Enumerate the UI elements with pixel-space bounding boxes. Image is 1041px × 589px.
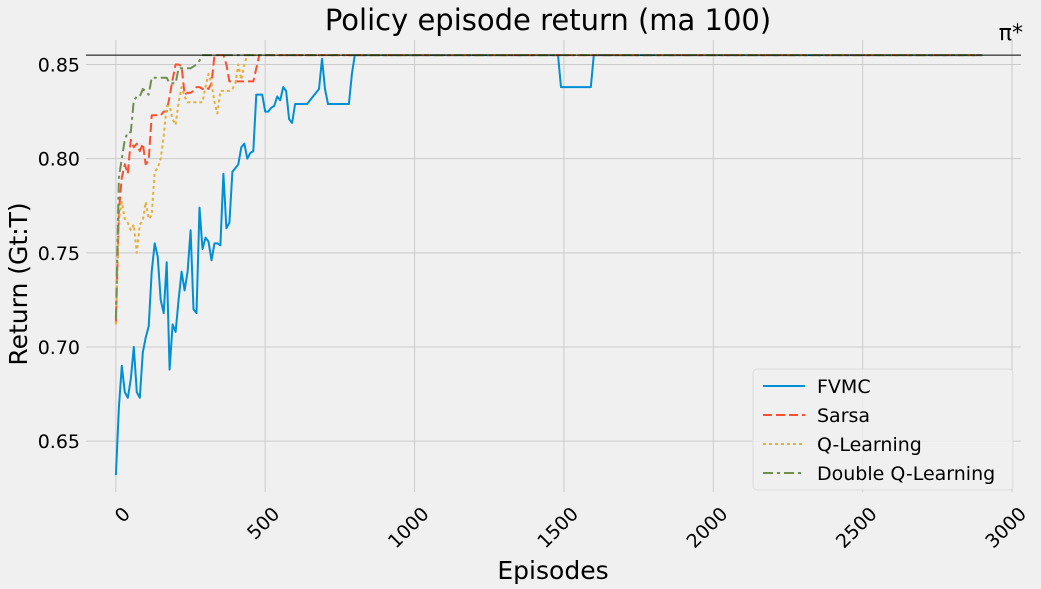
series-layer [114, 54, 983, 476]
reference-line-layer: π* [86, 21, 1023, 56]
y-axis-label: Return (Gt:T) [4, 202, 33, 365]
legend-entry: Double Q-Learning [817, 463, 995, 485]
gridlines [86, 40, 1021, 492]
series-line-fvmc [114, 54, 983, 476]
legend-entry: Sarsa [817, 405, 870, 427]
legend: FVMC Sarsa Q-Learning Double Q-Learning [752, 368, 1014, 491]
y-tick-label: 0.80 [38, 149, 80, 171]
legend-box [752, 368, 1014, 491]
series-line-q-learning [114, 54, 983, 325]
chart-title: Policy episode return (ma 100) [325, 3, 771, 37]
y-tick-label: 0.65 [38, 431, 80, 453]
series-line-sarsa [114, 54, 983, 323]
series-line-double-q-learning [114, 54, 983, 319]
legend-entry: Q-Learning [817, 434, 922, 456]
y-tick-label: 0.70 [38, 337, 80, 359]
legend-entry: FVMC [817, 376, 871, 398]
x-axis-label: Episodes [497, 556, 608, 585]
reference-line-label: π* [999, 21, 1023, 46]
y-tick-label: 0.75 [38, 243, 80, 265]
y-tick-label: 0.85 [38, 54, 80, 76]
